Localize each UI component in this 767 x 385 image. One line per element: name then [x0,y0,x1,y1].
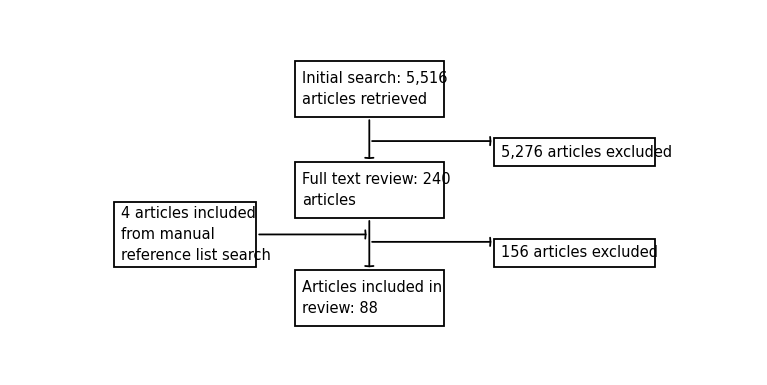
FancyBboxPatch shape [494,239,655,267]
Text: Initial search: 5,516
articles retrieved: Initial search: 5,516 articles retrieved [302,71,448,107]
Text: 156 articles excluded: 156 articles excluded [502,246,658,261]
Text: Articles included in
review: 88: Articles included in review: 88 [302,280,443,316]
Text: 5,276 articles excluded: 5,276 articles excluded [502,145,673,160]
FancyBboxPatch shape [295,270,443,326]
FancyBboxPatch shape [114,202,256,267]
Text: 4 articles included
from manual
reference list search: 4 articles included from manual referenc… [121,206,271,263]
FancyBboxPatch shape [494,138,655,166]
FancyBboxPatch shape [295,61,443,117]
FancyBboxPatch shape [295,162,443,218]
Text: Full text review: 240
articles: Full text review: 240 articles [302,172,451,208]
